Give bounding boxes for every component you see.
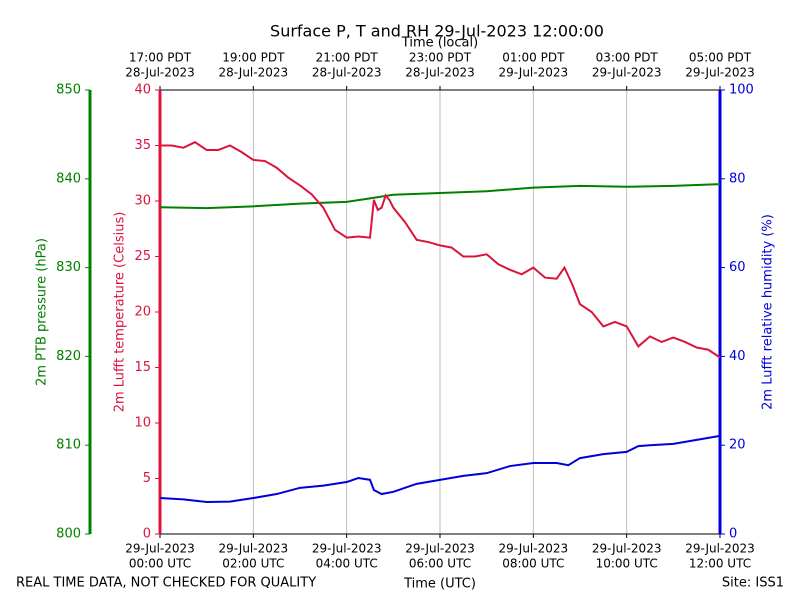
y3-tick-label: 840 — [56, 171, 81, 186]
y2-axis-title: 2m Lufft relative humidity (%) — [761, 214, 776, 410]
y3-tick-label: 810 — [56, 438, 81, 453]
x-tick-date: 29-Jul-2023 — [125, 542, 195, 556]
y-tick-label: 40 — [134, 83, 151, 98]
x2-tick-label: 19:00 PDT — [222, 51, 285, 65]
y-tick-label: 10 — [134, 416, 151, 431]
y2-tick-label: 60 — [729, 260, 746, 275]
x2-tick-label: 21:00 PDT — [316, 51, 379, 65]
y-tick-label: 15 — [134, 360, 151, 375]
x-tick-date: 29-Jul-2023 — [405, 542, 475, 556]
x-tick-date: 29-Jul-2023 — [312, 542, 382, 556]
y3-tick-label: 850 — [56, 83, 81, 98]
x2-tick-label: 23:00 PDT — [409, 51, 472, 65]
x-tick-date: 29-Jul-2023 — [499, 542, 569, 556]
x2-tick-date: 29-Jul-2023 — [499, 66, 569, 80]
y3-axis-title: 2m PTB pressure (hPa) — [35, 238, 50, 386]
x2-tick-date: 28-Jul-2023 — [312, 66, 382, 80]
x2-tick-label: 05:00 PDT — [689, 51, 752, 65]
x-tick-date: 29-Jul-2023 — [592, 542, 662, 556]
x-tick-date: 29-Jul-2023 — [219, 542, 289, 556]
x-tick-label: 06:00 UTC — [409, 557, 471, 571]
site-label: Site: ISS1 — [722, 576, 784, 591]
x2-tick-date: 29-Jul-2023 — [592, 66, 662, 80]
y-tick-label: 5 — [143, 471, 151, 486]
x-tick-label: 00:00 UTC — [129, 557, 191, 571]
x2-axis-title: Time (local) — [401, 36, 478, 51]
y-tick-label: 30 — [134, 194, 151, 209]
x-tick-label: 04:00 UTC — [316, 557, 378, 571]
x-tick-label: 12:00 UTC — [689, 557, 751, 571]
y-tick-label: 20 — [134, 305, 151, 320]
y-tick-label: 35 — [134, 138, 151, 153]
y3-tick-label: 830 — [56, 260, 81, 275]
y2-tick-label: 80 — [729, 171, 746, 186]
y3-tick-label: 800 — [56, 527, 81, 542]
y-axis-title: 2m Lufft temperature (Celsius) — [113, 212, 128, 413]
y3-tick-label: 820 — [56, 349, 81, 364]
y-tick-label: 0 — [143, 527, 151, 542]
x2-tick-label: 17:00 PDT — [129, 51, 192, 65]
x2-tick-date: 28-Jul-2023 — [219, 66, 289, 80]
x2-tick-date: 28-Jul-2023 — [405, 66, 475, 80]
x-axis-title: Time (UTC) — [403, 577, 476, 592]
y2-tick-label: 100 — [729, 83, 754, 98]
series-line — [160, 141, 721, 359]
x2-tick-date: 29-Jul-2023 — [685, 66, 755, 80]
x2-tick-date: 28-Jul-2023 — [125, 66, 195, 80]
x2-tick-label: 01:00 PDT — [502, 51, 565, 65]
y-tick-label: 25 — [134, 249, 151, 264]
x-tick-label: 10:00 UTC — [596, 557, 658, 571]
footer-note: REAL TIME DATA, NOT CHECKED FOR QUALITY — [16, 576, 316, 591]
y2-tick-label: 20 — [729, 438, 746, 453]
x-tick-label: 02:00 UTC — [222, 557, 284, 571]
series-line — [159, 434, 721, 504]
chart-title: Surface P, T and RH 29-Jul-2023 12:00:00 — [270, 22, 604, 41]
x-tick-date: 29-Jul-2023 — [685, 542, 755, 556]
series-line — [159, 183, 721, 210]
x-tick-label: 08:00 UTC — [502, 557, 564, 571]
y2-tick-label: 0 — [729, 527, 737, 542]
y2-tick-label: 40 — [729, 349, 746, 364]
x2-tick-label: 03:00 PDT — [596, 51, 659, 65]
